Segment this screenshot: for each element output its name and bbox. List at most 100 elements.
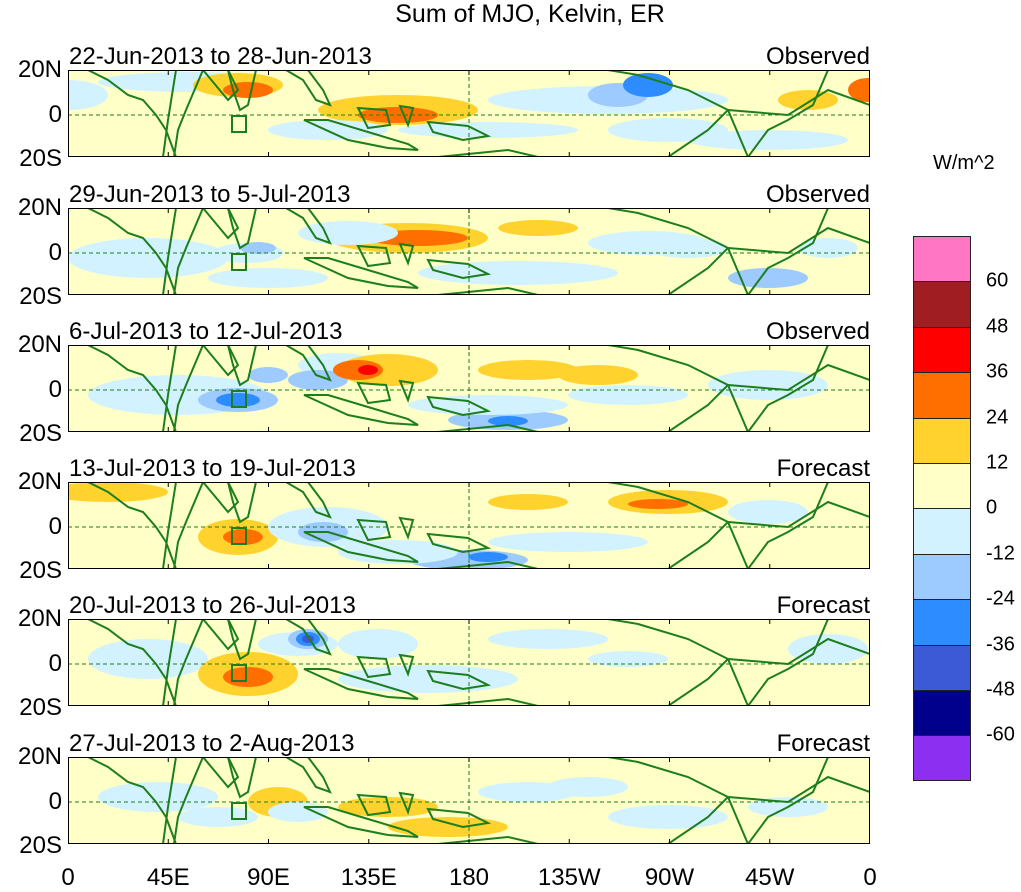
region-box [231,390,247,408]
coastline [68,757,178,844]
coastline [284,208,332,245]
colorbar-label: 0 [986,496,998,519]
y-axis-label: 20N [17,194,62,221]
coastline [356,381,392,405]
coastline [356,106,392,130]
colorbar [913,236,971,781]
anomaly-contour [68,80,108,110]
anomaly-contour [358,365,378,375]
coastline [201,482,240,514]
anomaly-contour [588,651,668,667]
panel-kind-label: Forecast [776,730,870,757]
coastline [201,757,240,789]
anomaly-contour [498,220,578,236]
region-box [231,253,247,271]
anomaly-contour [488,494,568,510]
anomaly-contour [688,130,848,150]
anomaly-contour [488,532,648,552]
panel-period-title: 20-Jul-2013 to 26-Jul-2013 [69,592,356,619]
y-axis-label: 0 [48,101,62,128]
map-panel: 13-Jul-2013 to 19-Jul-2013 Forecast [68,455,870,569]
anomaly-contour [608,805,728,829]
y-axis-label: 0 [48,513,62,540]
x-axis-label: 45E [146,864,190,891]
colorbar-label: 48 [986,315,1009,338]
region-box [231,802,247,820]
colorbar-swatch [913,644,971,690]
colorbar-label: 36 [986,360,1009,383]
anomaly-contour [728,500,808,524]
anomaly-contour [288,370,348,390]
coastline [226,70,258,112]
colorbar-label: -36 [986,633,1015,656]
y-axis-label: 20S [19,420,62,447]
anomaly-contour [223,529,263,545]
coastline [201,208,240,240]
coastline [607,70,830,157]
panel-kind-label: Observed [765,43,870,70]
coastline [68,482,178,569]
anomaly-contour [728,268,808,288]
coastline [426,120,492,142]
coastline [303,668,419,700]
coastline [284,345,332,382]
figure-title: Sum of MJO, Kelvin, ER [395,0,665,28]
colorbar-label: -24 [986,587,1015,610]
anomaly-contour [608,118,728,142]
anomaly-contour [548,777,628,797]
y-axis-label: 20N [17,743,62,770]
colorbar-label: 60 [986,269,1009,292]
coastline [356,244,392,268]
colorbar-label: 24 [986,406,1009,429]
y-axis-label: 20N [17,468,62,495]
panel-kind-label: Observed [765,181,870,208]
panel-kind-label: Observed [765,318,870,345]
colorbar-swatch [913,326,971,373]
coastline [284,619,332,656]
x-axis-label: 135E [340,864,397,891]
map-panel-plot [68,208,870,295]
coastline [68,70,178,157]
map-panel: 27-Jul-2013 to 2-Aug-2013 Forecast [68,730,870,844]
coastline [161,619,205,706]
coastline [426,669,492,691]
coastline [161,70,205,157]
anomaly-contour [248,367,288,383]
panel-period-title: 22-Jun-2013 to 28-Jun-2013 [69,43,372,70]
coastline [68,208,178,295]
coastline [726,637,870,706]
y-axis-label: 0 [48,788,62,815]
map-panel: 29-Jun-2013 to 5-Jul-2013 Observed [68,181,870,295]
anomaly-contour [568,385,688,405]
y-axis-label: 0 [48,239,62,266]
anomaly-contour [223,82,273,98]
coastline [201,345,240,377]
coastline [426,532,492,554]
anomaly-contour [216,393,260,407]
coastline [437,835,539,844]
coastline [161,208,205,295]
panel-kind-label: Forecast [776,592,870,619]
x-axis-label: 180 [448,864,490,891]
x-axis-label: 0 [863,864,877,891]
anomaly-contour [708,370,828,400]
x-axis-label: 90W [644,864,695,891]
colorbar-swatch [913,417,971,463]
coastline [356,793,392,817]
coastline [726,88,870,157]
anomaly-contour [848,78,870,102]
y-axis-label: 20S [19,832,62,859]
coastline [284,482,332,519]
x-axis-label: 90E [247,864,290,891]
panel-period-title: 29-Jun-2013 to 5-Jul-2013 [69,181,351,208]
anomaly-contour [88,639,208,679]
map-panel-plot [68,619,870,706]
coastline [607,208,830,295]
colorbar-swatch [913,689,971,736]
anomaly-contour [488,629,608,649]
y-axis-label: 20S [19,557,62,584]
coastline [226,345,258,387]
anomaly-contour [240,242,276,254]
coastline [303,806,419,838]
map-panel-plot [68,345,870,432]
